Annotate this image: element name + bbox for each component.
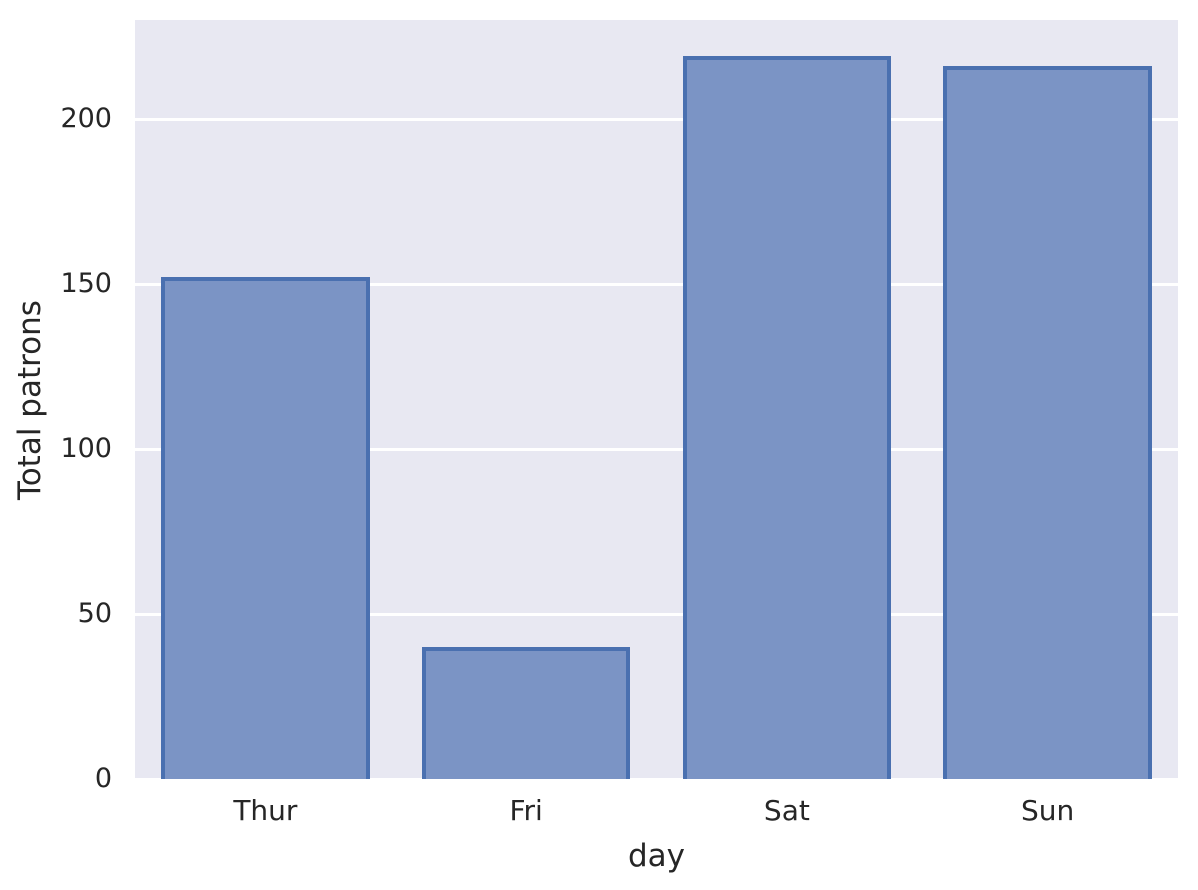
x-tick-label-sun: Sun <box>1020 794 1075 827</box>
gridline-y-150 <box>135 282 1178 286</box>
bar-fri <box>421 647 631 779</box>
y-tick-label-200: 200 <box>60 103 112 134</box>
gridline-y-0 <box>135 777 1178 779</box>
gridline-y-100 <box>135 447 1178 451</box>
bar-sat <box>682 56 892 779</box>
y-tick-label-50: 50 <box>77 598 112 629</box>
x-tick-label-fri: Fri <box>509 794 543 827</box>
y-tick-label-100: 100 <box>60 433 112 464</box>
bar-sun <box>943 66 1152 779</box>
bar-thur <box>161 277 370 779</box>
x-tick-label-thur: Thur <box>233 794 298 827</box>
x-tick-label-sat: Sat <box>763 794 810 827</box>
x-axis-label: day <box>627 838 686 874</box>
y-axis-label: Total patrons <box>12 299 48 500</box>
gridline-y-200 <box>135 117 1178 121</box>
plot-area <box>135 20 1178 779</box>
gridline-y-50 <box>135 612 1178 616</box>
y-tick-label-150: 150 <box>60 268 112 299</box>
y-tick-label-0: 0 <box>94 763 112 794</box>
